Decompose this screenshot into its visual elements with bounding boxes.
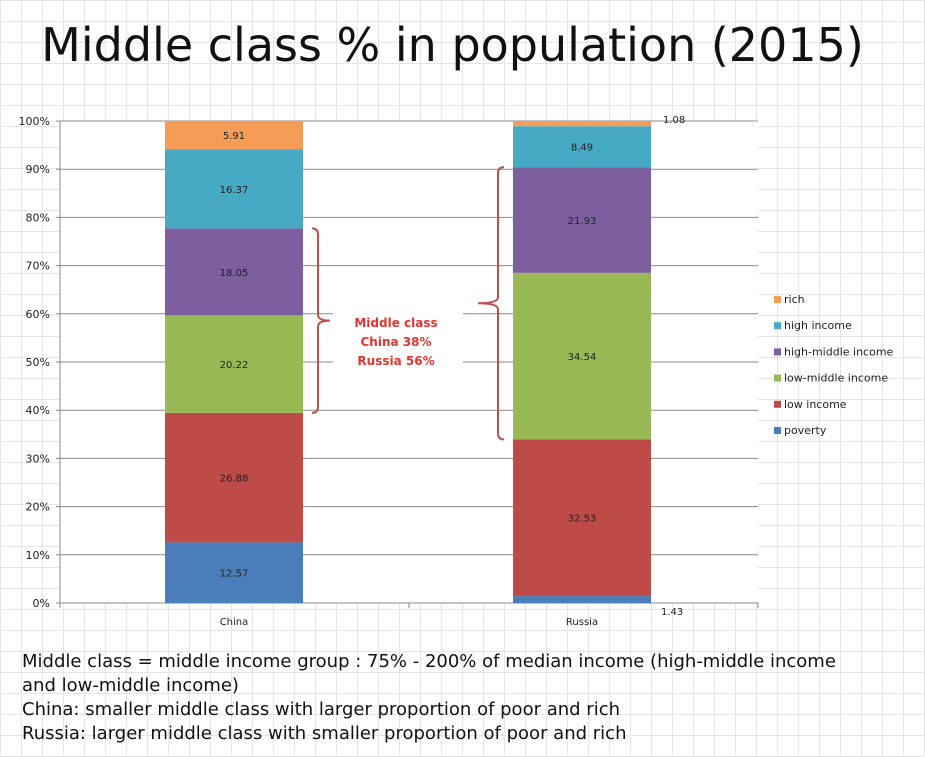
bar-segment bbox=[513, 439, 651, 597]
legend-label: poverty bbox=[784, 424, 827, 437]
data-label: 1.43 bbox=[661, 607, 683, 618]
legend-label: high-middle income bbox=[784, 345, 894, 358]
bar-segment bbox=[513, 126, 651, 168]
data-label: 32.53 bbox=[568, 514, 597, 525]
y-tick-label: 50% bbox=[26, 356, 50, 369]
data-label: 26.88 bbox=[220, 474, 249, 485]
bar-segment bbox=[513, 121, 651, 127]
bar-segment bbox=[165, 149, 303, 229]
data-label: 5.91 bbox=[223, 131, 245, 142]
bar-segment bbox=[165, 315, 303, 413]
annotation-box bbox=[333, 308, 463, 396]
legend-swatch bbox=[774, 374, 781, 382]
y-tick-label: 70% bbox=[26, 260, 50, 273]
y-tick-label: 40% bbox=[26, 404, 50, 417]
note-line: Russia: larger middle class with smaller… bbox=[22, 723, 627, 744]
legend-swatch bbox=[774, 296, 781, 303]
note-line: China: smaller middle class with larger … bbox=[22, 699, 620, 720]
y-tick-label: 60% bbox=[26, 308, 50, 321]
legend-label: rich bbox=[784, 293, 805, 306]
bar-segment bbox=[165, 121, 303, 150]
data-label: 1.08 bbox=[663, 115, 685, 126]
stacked-bar-chart: 0% 10% 20% 30% 40% 50% 60% 70% 80% 90% 100% 12.57 26… bbox=[19, 115, 894, 628]
data-label: 34.54 bbox=[568, 352, 597, 363]
note-line: and low-middle income) bbox=[22, 675, 239, 696]
chart-area: 0% 10% 20% 30% 40% 50% 60% 70% 80% 90% 100% 12.57 26… bbox=[0, 105, 925, 635]
legend-swatch bbox=[774, 427, 781, 434]
legend-swatch bbox=[774, 400, 781, 408]
bar-segment bbox=[165, 542, 303, 603]
middle-class-brace bbox=[311, 227, 331, 414]
data-label: 16.37 bbox=[220, 185, 249, 196]
legend-label: low-middle income bbox=[784, 372, 888, 385]
legend-label: high income bbox=[784, 319, 852, 332]
bar-segment bbox=[513, 596, 651, 603]
y-tick-label: 80% bbox=[26, 211, 50, 224]
bar-segment bbox=[513, 272, 651, 440]
note-line: Middle class = middle income group : 75%… bbox=[22, 651, 836, 672]
legend-swatch bbox=[774, 348, 781, 356]
data-label: 21.93 bbox=[568, 216, 597, 227]
annotation-text: Russia 56% bbox=[357, 354, 434, 368]
y-tick-label: 20% bbox=[26, 501, 50, 514]
notes: Middle class = middle income group : 75%… bbox=[22, 650, 902, 746]
data-label: 12.57 bbox=[220, 569, 249, 580]
y-tick-label: 30% bbox=[26, 452, 50, 465]
y-tick-label: 10% bbox=[26, 549, 50, 562]
x-tick-label: Russia bbox=[566, 617, 598, 628]
annotation-text: China 38% bbox=[360, 335, 431, 349]
y-tick-label: 100% bbox=[19, 115, 50, 128]
data-label: 18.05 bbox=[220, 268, 249, 279]
legend-swatch bbox=[774, 322, 781, 330]
data-label: 8.49 bbox=[571, 143, 593, 154]
bar-segment bbox=[165, 228, 303, 316]
y-tick-label: 90% bbox=[26, 163, 50, 176]
x-tick-label: China bbox=[220, 617, 249, 628]
legend-label: low income bbox=[784, 398, 847, 411]
data-label: 20.22 bbox=[220, 360, 249, 371]
y-tick-label: 0% bbox=[33, 597, 50, 610]
middle-class-brace bbox=[477, 166, 505, 441]
annotation-text: Middle class bbox=[354, 316, 437, 330]
chart-title: Middle class % in population (2015) bbox=[41, 18, 864, 72]
bar-segment bbox=[165, 412, 303, 543]
bar-segment bbox=[513, 167, 651, 273]
